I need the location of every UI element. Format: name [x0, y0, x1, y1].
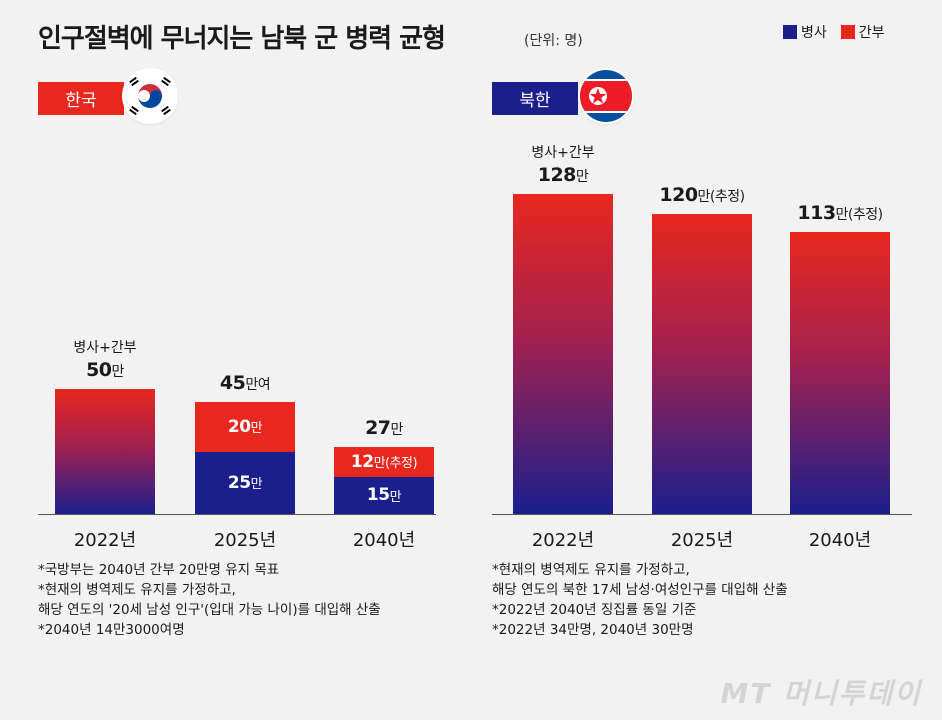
bar-total-label: 128만: [537, 164, 589, 186]
bar-segment-officer: 12 만(추정): [334, 446, 434, 477]
legend-swatch-soldier: [783, 25, 797, 39]
south-korea-tag: 한국: [38, 82, 124, 115]
bar-total-label: 113만(추정): [797, 201, 883, 224]
bar-1: 20 만 25 만: [195, 401, 295, 514]
south-notes: *국방부는 2040년 간부 20만명 유지 목표 *현재의 병역제도 유지를 …: [38, 560, 381, 640]
x-tick-label: 2025년: [670, 530, 734, 551]
note-line: *국방부는 2040년 간부 20만명 유지 목표: [38, 562, 280, 578]
bar-total-label: 50만: [86, 359, 124, 381]
bar-2: 12 만(추정) 15 만: [334, 446, 434, 514]
south-korea-flag-icon: [124, 70, 176, 122]
bar-total-label: 120만(추정): [659, 184, 745, 206]
bar-segment-soldier: 15 만: [334, 476, 434, 514]
bar-total-label: 27만: [365, 416, 403, 439]
note-line: 해당 연도의 '20세 남성 인구'(입대 가능 나이)를 대입해 산출: [38, 602, 381, 618]
x-tick-label: 2025년: [213, 530, 277, 551]
legend-item-officer: 간부: [840, 22, 885, 42]
bar-total-sublabel: 병사+간부: [73, 340, 137, 356]
note-line: *2022년 34만명, 2040년 30만명: [492, 622, 694, 638]
bar-1: [652, 214, 752, 514]
unit-label: (단위: 명): [524, 33, 583, 49]
x-tick-label: 2040년: [808, 530, 872, 551]
bar-segment-soldier: 25 만: [195, 451, 295, 514]
note-line: *2040년 14만3000여명: [38, 622, 185, 638]
x-tick-label: 2022년: [73, 530, 137, 551]
bar-2: [790, 231, 890, 514]
note-line: *2022년 2040년 징집률 동일 기준: [492, 602, 697, 618]
note-line: 해당 연도의 북한 17세 남성·여성인구를 대입해 산출: [492, 582, 788, 598]
south-x-axis: [38, 514, 436, 515]
note-line: *현재의 병역제도 유지를 가정하고,: [492, 562, 690, 578]
page-title: 인구절벽에 무너지는 남북 군 병력 균형: [38, 24, 446, 54]
north-korea-flag-icon: [580, 70, 632, 122]
bar-0: [55, 389, 155, 514]
x-tick-label: 2040년: [352, 530, 416, 551]
watermark-logo: MT 머니투데이: [720, 677, 922, 710]
legend-label-officer: 간부: [858, 25, 885, 41]
bar-total-sublabel: 병사+간부: [531, 145, 595, 161]
legend-swatch-officer: [840, 25, 855, 39]
bar-0: [513, 194, 613, 514]
north-notes: *현재의 병역제도 유지를 가정하고, 해당 연도의 북한 17세 남성·여성인…: [492, 560, 788, 640]
bar-segment-officer: 20 만: [195, 401, 295, 452]
x-tick-label: 2022년: [531, 530, 595, 551]
legend-item-soldier: 병사: [783, 22, 827, 42]
north-x-axis: [492, 514, 912, 515]
bar-total-label: 45만여: [219, 371, 271, 394]
north-korea-tag: 북한: [492, 82, 578, 115]
legend-label-soldier: 병사: [801, 25, 827, 41]
legend: 병사 간부: [783, 22, 885, 42]
note-line: *현재의 병역제도 유지를 가정하고,: [38, 582, 236, 598]
